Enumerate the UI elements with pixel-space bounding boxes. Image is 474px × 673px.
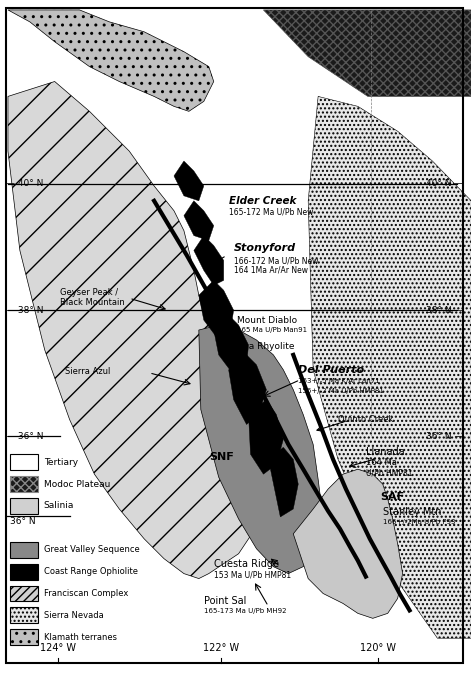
Text: Mount Diablo: Mount Diablo — [237, 316, 297, 325]
Text: Modoc Plateau: Modoc Plateau — [44, 480, 110, 489]
Polygon shape — [199, 325, 323, 573]
Bar — [10, 476, 38, 492]
Polygon shape — [293, 469, 402, 618]
Bar — [10, 454, 38, 470]
Text: 122° W: 122° W — [202, 643, 239, 653]
Text: Point Sal: Point Sal — [204, 596, 246, 606]
Polygon shape — [194, 236, 224, 285]
Text: — 36° N: — 36° N — [6, 432, 44, 441]
Polygon shape — [248, 400, 283, 474]
Text: 36° N —: 36° N — — [426, 432, 463, 441]
Polygon shape — [308, 96, 471, 638]
Text: — 38° N: — 38° N — [6, 306, 44, 315]
Text: U/Pb HMP81: U/Pb HMP81 — [366, 468, 412, 477]
Polygon shape — [174, 161, 204, 201]
Bar — [10, 498, 38, 514]
Text: — 40° N: — 40° N — [6, 180, 43, 188]
Text: 165-173 Ma U/Pb MH92: 165-173 Ma U/Pb MH92 — [204, 608, 286, 614]
Text: Leona Rhyolite: Leona Rhyolite — [227, 342, 294, 351]
Text: Franciscan Complex: Franciscan Complex — [44, 589, 128, 598]
Text: Del Puerto: Del Puerto — [298, 365, 365, 375]
Polygon shape — [8, 10, 214, 111]
Text: Salinia: Salinia — [44, 501, 74, 511]
Text: Klamath terranes: Klamath terranes — [44, 633, 117, 642]
Polygon shape — [264, 10, 471, 96]
Text: 165-172 Ma U/Pb New: 165-172 Ma U/Pb New — [228, 208, 313, 217]
Text: Stanley Mtn: Stanley Mtn — [383, 507, 441, 517]
Text: Great Valley Sequence: Great Valley Sequence — [44, 545, 139, 555]
Text: Elder Creek: Elder Creek — [228, 196, 296, 206]
Text: 156+/-2 Ma U/Pb HMP81: 156+/-2 Ma U/Pb HMP81 — [298, 388, 384, 394]
Bar — [10, 542, 38, 558]
Text: 166-172 Ma U/Pb New: 166-172 Ma U/Pb New — [234, 256, 318, 265]
Bar — [10, 564, 38, 579]
Text: 40° N —: 40° N — — [426, 180, 463, 188]
Text: Cuesta Ridge: Cuesta Ridge — [214, 559, 279, 569]
Text: 163+/-5 Ma K/Ar Lan71: 163+/-5 Ma K/Ar Lan71 — [298, 378, 380, 384]
Polygon shape — [268, 448, 298, 517]
Text: Llanada: Llanada — [366, 448, 404, 458]
Polygon shape — [184, 201, 214, 240]
Text: 165 Ma U/Pb Man91: 165 Ma U/Pb Man91 — [237, 327, 307, 333]
Bar — [10, 629, 38, 645]
Text: 164 1Ma Ar/Ar New: 164 1Ma Ar/Ar New — [234, 265, 308, 275]
Text: Black Mountain: Black Mountain — [60, 298, 124, 308]
Text: 36° N: 36° N — [10, 517, 36, 526]
Text: 153 Ma U/Pb HMP81: 153 Ma U/Pb HMP81 — [214, 571, 291, 579]
Polygon shape — [228, 355, 266, 425]
Polygon shape — [214, 315, 248, 375]
Text: Quinto Creek: Quinto Creek — [338, 415, 393, 423]
Text: Sierra Azul: Sierra Azul — [64, 367, 110, 376]
Text: Geyser Peak /: Geyser Peak / — [60, 288, 118, 297]
Text: 120° W: 120° W — [360, 643, 396, 653]
Text: 124° W: 124° W — [40, 643, 76, 653]
Polygon shape — [8, 81, 273, 579]
Bar — [10, 608, 38, 623]
Bar — [10, 586, 38, 602]
Text: Coast Range Ophiolite: Coast Range Ophiolite — [44, 567, 138, 576]
Text: SNF: SNF — [209, 452, 234, 462]
Text: Stonyford: Stonyford — [234, 242, 296, 252]
Text: SAF: SAF — [380, 492, 404, 502]
Text: Sierra Nevada: Sierra Nevada — [44, 611, 103, 620]
Text: Tertiary: Tertiary — [44, 458, 78, 467]
Text: 38° N —: 38° N — — [426, 306, 463, 315]
Text: 164 Ma: 164 Ma — [366, 458, 397, 467]
Polygon shape — [199, 281, 234, 340]
Text: 166+/-2Ma U/Pb P93: 166+/-2Ma U/Pb P93 — [383, 519, 455, 525]
